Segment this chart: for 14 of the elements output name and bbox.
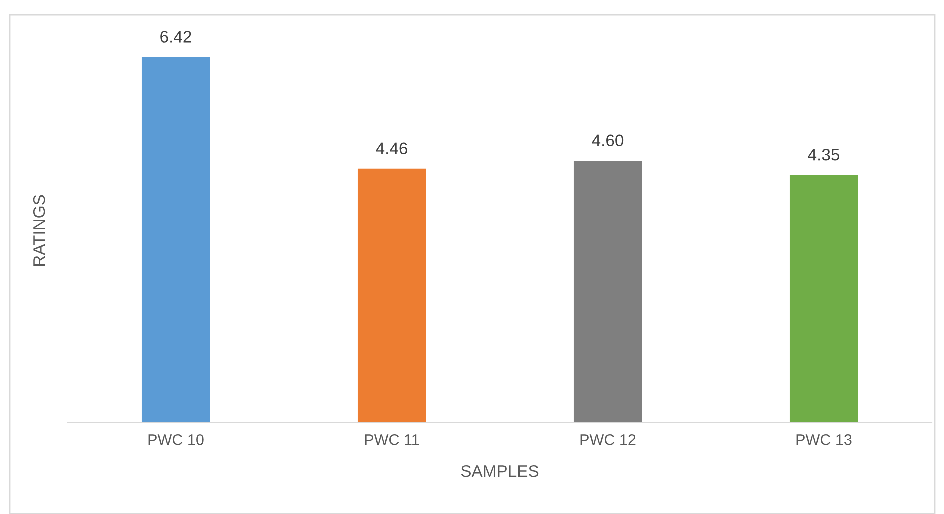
x-tick-label: PWC 10 (148, 434, 204, 446)
bar (142, 57, 210, 423)
x-tick-label: PWC 11 (365, 434, 420, 446)
x-tick-label: PWC 12 (580, 434, 636, 446)
bar (790, 175, 858, 423)
data-label: 4.35 (808, 148, 840, 161)
y-axis-title: RATINGS (33, 195, 46, 266)
data-label: 4.46 (376, 142, 408, 155)
data-label: 4.60 (592, 134, 624, 147)
x-axis-title: SAMPLES (461, 465, 539, 478)
x-tick-label: PWC 13 (796, 434, 852, 446)
bar (358, 168, 426, 423)
bar (574, 160, 642, 423)
data-label: 6.42 (160, 31, 192, 43)
